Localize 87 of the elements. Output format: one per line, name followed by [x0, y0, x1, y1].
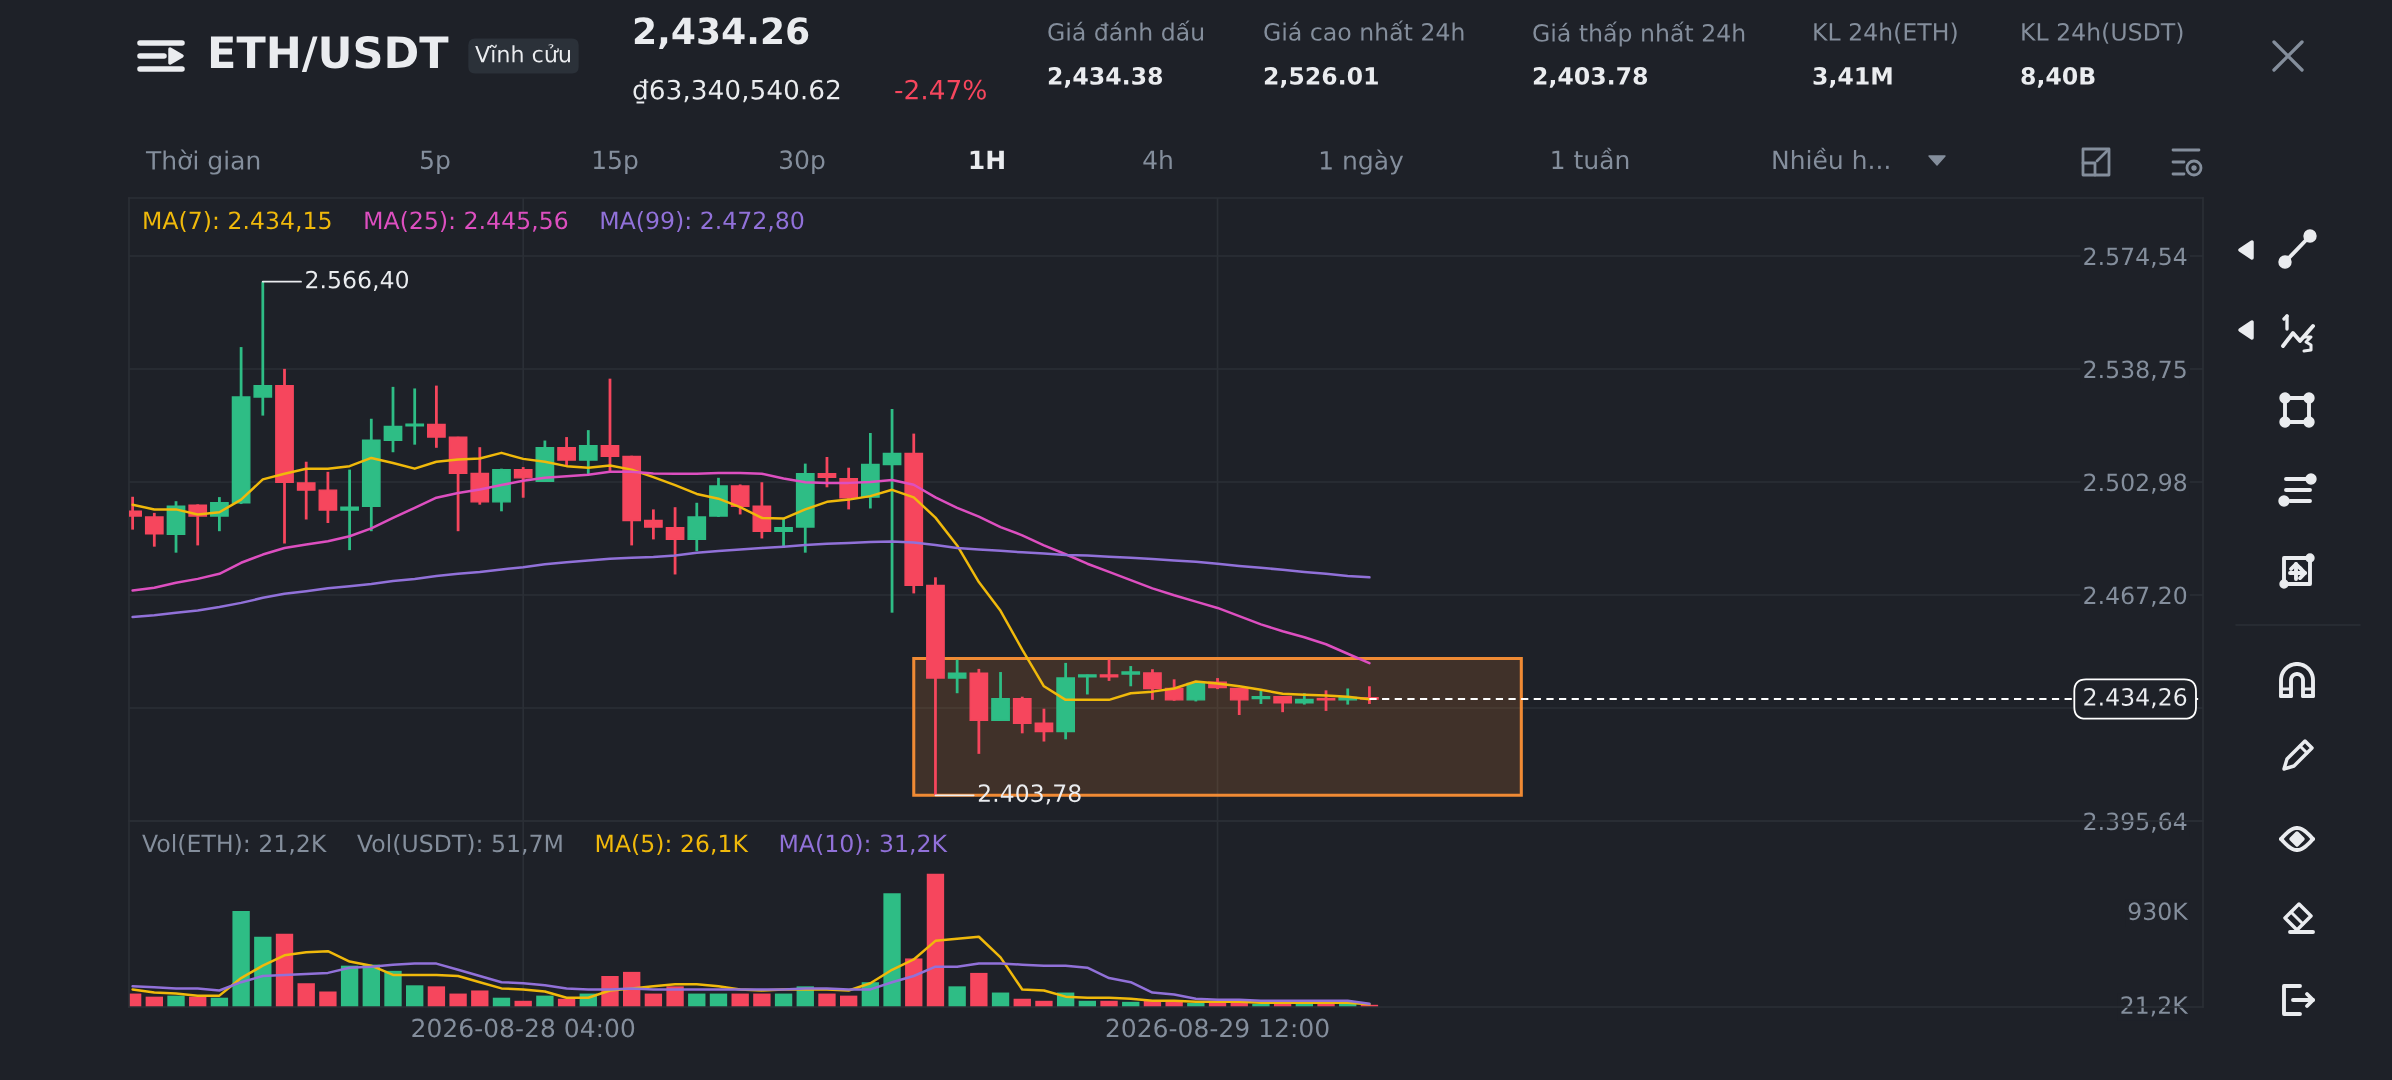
- bar: [449, 993, 467, 1007]
- annotation: 2.566,40: [306, 270, 409, 291]
- bar: [471, 990, 489, 1007]
- candlestick: [1099, 658, 1119, 683]
- y-tick-label: 2.395,64: [2084, 812, 2187, 833]
- text: 1H: [970, 150, 1004, 169]
- text: KL 24h(ETH): [1814, 22, 1957, 44]
- candlestick: [296, 460, 316, 521]
- bar: [731, 993, 749, 1007]
- bar: [753, 993, 771, 1007]
- line-series: [131, 470, 1371, 665]
- candlestick: [1229, 686, 1249, 717]
- text: MA(25): 2.445,56: [365, 211, 568, 233]
- text: 3,41M: [1813, 66, 1892, 88]
- candlestick: [665, 505, 685, 576]
- text: MA(7): 2.434,15: [144, 211, 331, 233]
- bar: [297, 983, 315, 1007]
- text: -2.47%: [895, 79, 986, 100]
- text: 2,526.01: [1264, 66, 1378, 88]
- text: Giá cao nhất 24h: [1264, 20, 1464, 41]
- candlestick: [817, 455, 837, 489]
- candlestick: [513, 465, 533, 500]
- annotation: Vol(USDT): 51,7M: [357, 833, 562, 856]
- text: 30p: [780, 150, 825, 175]
- bar: [926, 873, 945, 1007]
- bar: [406, 985, 424, 1007]
- candlestick: [947, 658, 967, 695]
- candlestick: [427, 384, 446, 450]
- text: 1 ngày: [1320, 149, 1404, 175]
- text: ETH/USDT: [210, 35, 449, 72]
- text: Vol(ETH): 21,2K: [142, 833, 327, 856]
- text: ₫63,340,540.62: [633, 79, 840, 104]
- text: 2,403.78: [1533, 66, 1648, 88]
- candlestick: [644, 508, 663, 541]
- candlestick: [1143, 667, 1162, 702]
- bar: [948, 986, 966, 1007]
- text: Nhiều h...: [1773, 147, 1889, 170]
- candlestick: [1077, 673, 1097, 696]
- text: MA(5): 26,1K: [596, 834, 749, 856]
- y-tick-label: 2.502,98: [2084, 473, 2187, 494]
- candlestick: [340, 468, 359, 552]
- text: KL 24h(USDT): [2022, 22, 2183, 44]
- x-tick-label: 2026-08-29 12:00: [1106, 1018, 1329, 1038]
- text: 2,434.38: [1048, 66, 1163, 88]
- y-tick-label: 2.574,54: [2084, 247, 2187, 268]
- text: Vĩnh cửu: [475, 44, 570, 63]
- text: MA(10): 31,2K: [780, 834, 948, 856]
- bar: [883, 893, 901, 1007]
- candlestick: [144, 511, 164, 549]
- line-series: [131, 962, 1371, 1006]
- y-tick-label: 930K: [2128, 902, 2189, 921]
- x-tick-label: 2026-08-28 04:00: [412, 1018, 635, 1038]
- text: Giá thấp nhất 24h: [1533, 21, 1745, 47]
- bar: [536, 995, 554, 1007]
- bar: [818, 993, 836, 1007]
- candlestick: [991, 670, 1010, 723]
- candlestick: [730, 483, 750, 516]
- bar: [167, 995, 185, 1007]
- text: Thời gian: [145, 149, 260, 175]
- candlestick: [1034, 707, 1054, 743]
- line-series: [131, 540, 1371, 619]
- ref-line-label: 2.434,26: [2084, 688, 2187, 709]
- bar: [384, 970, 402, 1007]
- candlestick: [557, 435, 576, 468]
- candlestick: [1121, 664, 1141, 688]
- candlestick: [318, 470, 338, 525]
- text: 2,434.26: [634, 17, 809, 50]
- y-tick-label: 21,2K: [2121, 996, 2189, 1017]
- candlestick: [405, 387, 425, 447]
- text: 5p: [421, 150, 450, 175]
- candlestick: [687, 501, 707, 553]
- text: 1 tuần: [1552, 147, 1629, 170]
- text: 15p: [593, 150, 638, 175]
- candlestick: [600, 377, 620, 474]
- text: MA(99): 2.472,80: [601, 211, 804, 233]
- candlestick: [253, 280, 273, 417]
- text: Giá đánh dấu: [1048, 20, 1203, 41]
- bar: [427, 986, 446, 1007]
- candlestick: [383, 385, 403, 454]
- y-tick-label: 2.538,75: [2084, 360, 2186, 381]
- text: 8,40B: [2021, 66, 2095, 88]
- y-tick-label: 2.467,20: [2084, 586, 2187, 607]
- bar: [970, 972, 988, 1007]
- text: 4h: [1143, 149, 1172, 169]
- bar: [232, 910, 250, 1007]
- candlestick: [882, 407, 902, 615]
- bar: [319, 991, 337, 1007]
